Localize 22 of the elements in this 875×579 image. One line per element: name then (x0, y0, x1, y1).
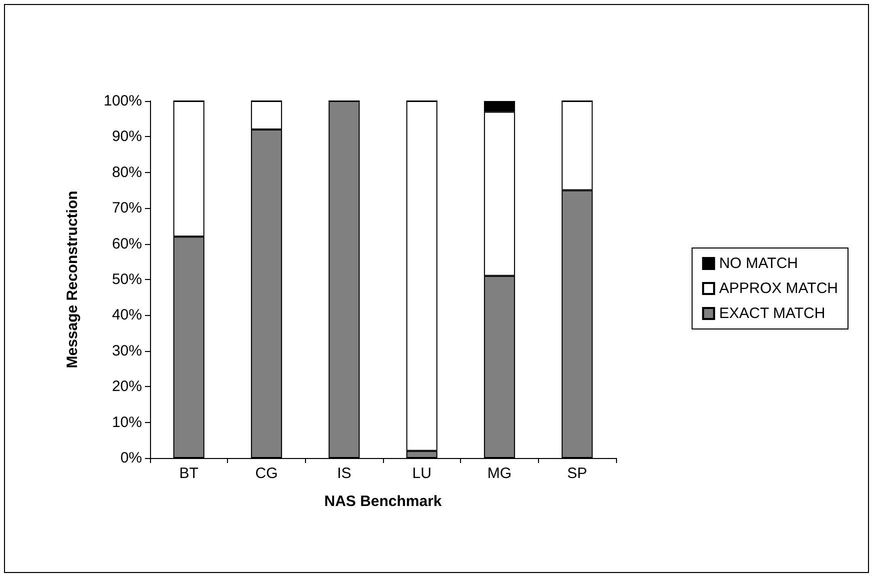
legend-label: APPROX MATCH (719, 280, 838, 297)
y-tick-label: 30% (112, 342, 142, 360)
x-axis-title: NAS Benchmark (324, 493, 442, 510)
x-tick-label: MG (487, 465, 512, 482)
y-tick-label: 70% (112, 200, 142, 217)
y-tick-label: 10% (112, 414, 142, 431)
y-tick-label: 0% (120, 450, 142, 466)
x-tick-label: LU (412, 465, 432, 482)
legend-label: NO MATCH (719, 255, 798, 272)
x-tick-label: IS (337, 465, 352, 482)
y-tick-label: 60% (112, 235, 142, 252)
x-tick-label: CG (255, 465, 278, 482)
y-tick-label: 80% (112, 164, 142, 181)
y-tick-label: 100% (104, 92, 142, 110)
y-axis-title: Message Reconstruction (64, 190, 81, 368)
legend-label: EXACT MATCH (719, 305, 826, 322)
y-tick-label: 50% (112, 271, 142, 288)
y-tick-label: 40% (112, 306, 142, 324)
y-tick-label: 20% (112, 378, 142, 396)
x-tick-label: SP (567, 465, 588, 482)
y-tick-label: 90% (112, 128, 142, 146)
x-tick-label: BT (179, 465, 198, 482)
